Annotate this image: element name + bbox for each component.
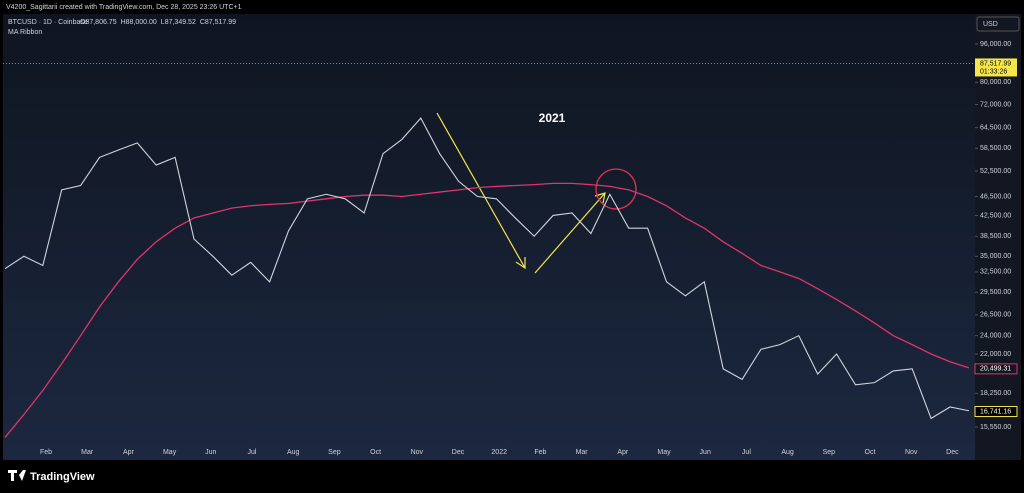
plot-area: [3, 14, 975, 460]
x-tick-label: Nov: [411, 449, 424, 456]
drawn-arrow: [534, 192, 606, 274]
y-tick-label: 58,500.00: [980, 145, 1011, 152]
x-tick-label: Apr: [123, 449, 135, 456]
price-axis: [975, 14, 1021, 460]
x-tick-label: Dec: [946, 449, 959, 456]
y-tick-label: 52,500.00: [980, 168, 1011, 175]
y-tick-label: 22,000.00: [980, 351, 1011, 358]
ohlc-value: L87,349.52: [161, 19, 196, 26]
ma-line: [4, 182, 970, 438]
symbol: BTCUSD · 1D · Coinbase: [8, 19, 88, 26]
x-tick-label: Nov: [905, 449, 918, 456]
countdown: 01:33:26: [980, 68, 1007, 75]
y-tick-label: 46,500.00: [980, 193, 1011, 200]
y-tick-label: 96,000.00: [980, 41, 1011, 48]
price-label: 20,499.31: [980, 366, 1011, 373]
y-tick-label: 35,000.00: [980, 253, 1011, 260]
x-tick-label: Oct: [370, 449, 381, 456]
price-tag: [975, 58, 1017, 77]
x-tick-label: Sep: [823, 449, 836, 456]
drawn-circle: [595, 168, 637, 210]
indicator: MA Ribbon: [8, 29, 42, 36]
x-tick-label: Jul: [248, 449, 257, 456]
y-tick-label: 24,000.00: [980, 333, 1011, 340]
y-tick-label: 26,500.00: [980, 312, 1011, 319]
x-tick-label: Apr: [617, 449, 629, 456]
y-tick-label: 38,500.00: [980, 233, 1011, 240]
price-tag: [974, 363, 1018, 375]
y-tick-label: 15,550.00: [980, 424, 1011, 431]
arrow-head: [515, 257, 526, 270]
x-tick-label: May: [163, 449, 177, 456]
x-tick-label: Oct: [865, 449, 876, 456]
x-tick-label: Feb: [534, 449, 546, 456]
ohlc-value: O87,806.75: [80, 19, 117, 26]
drawn-arrow: [436, 112, 526, 269]
price-label: 87,517.99: [980, 60, 1011, 67]
y-tick-label: 64,500.00: [980, 125, 1011, 132]
currency: USD: [983, 21, 998, 28]
ohlc-value: C87,517.99: [200, 19, 236, 26]
x-tick-label: Jul: [742, 449, 751, 456]
x-tick-label: Feb: [40, 449, 52, 456]
x-tick-label: May: [657, 449, 671, 456]
y-tick-label: 18,250.00: [980, 390, 1011, 397]
x-tick-label: Jun: [205, 449, 216, 456]
price-tag: [974, 405, 1018, 417]
x-tick-label: 2022: [491, 449, 507, 456]
x-tick-label: Sep: [328, 449, 341, 456]
arrow-head: [594, 192, 606, 204]
y-tick-label: 80,000.00: [980, 79, 1011, 86]
price-line: [4, 117, 970, 420]
x-tick-label: Mar: [81, 449, 94, 456]
logo: TradingView: [8, 470, 95, 483]
y-tick-label: 29,500.00: [980, 289, 1011, 296]
x-tick-label: Mar: [576, 449, 589, 456]
price-label: 16,741.16: [980, 408, 1011, 415]
x-tick-label: Aug: [287, 449, 300, 456]
x-tick-label: Jun: [700, 449, 711, 456]
brand: TradingView: [30, 471, 95, 483]
x-tick-label: Aug: [781, 449, 794, 456]
ohlc-value: H88,000.00: [121, 19, 157, 26]
y-tick-label: 42,500.00: [980, 212, 1011, 219]
annotation: 2021: [539, 111, 566, 125]
attribution: V4200_Sagittarii created with TradingVie…: [6, 4, 242, 11]
logo-icon: [8, 470, 26, 481]
currency-box[interactable]: [976, 16, 1020, 32]
x-tick-label: Dec: [452, 449, 465, 456]
y-tick-label: 72,000.00: [980, 101, 1011, 108]
y-tick-label: 32,500.00: [980, 269, 1011, 276]
